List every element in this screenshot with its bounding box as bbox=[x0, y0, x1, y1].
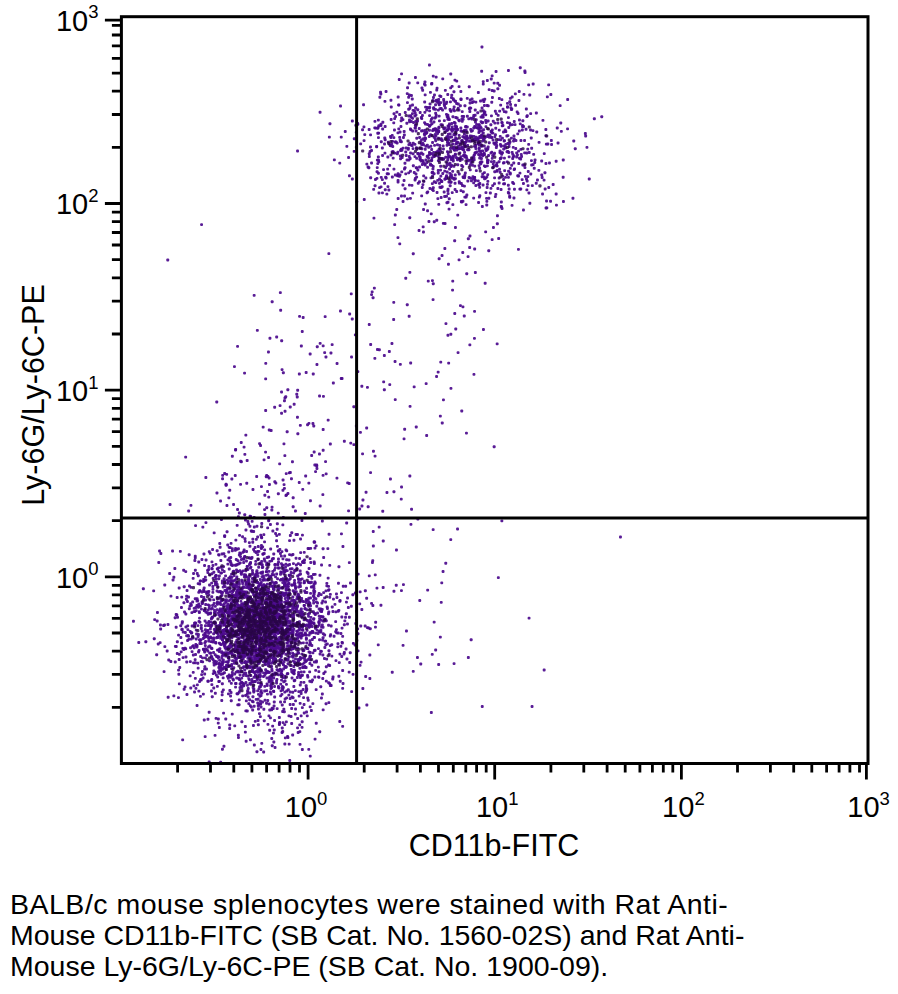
svg-text:102: 102 bbox=[662, 788, 705, 824]
svg-text:BALB/c mouse splenocytes were: BALB/c mouse splenocytes were stained wi… bbox=[10, 888, 728, 920]
svg-text:103: 103 bbox=[847, 788, 890, 824]
svg-text:102: 102 bbox=[56, 185, 99, 221]
svg-text:Ly-6G/Ly-6C-PE: Ly-6G/Ly-6C-PE bbox=[16, 284, 51, 505]
svg-text:Mouse CD11b-FITC (SB Cat. No.: Mouse CD11b-FITC (SB Cat. No. 1560-02S) … bbox=[10, 919, 744, 951]
svg-text:103: 103 bbox=[56, 1, 99, 37]
svg-text:101: 101 bbox=[476, 788, 519, 824]
svg-text:100: 100 bbox=[285, 788, 328, 824]
svg-text:100: 100 bbox=[56, 558, 99, 594]
svg-text:101: 101 bbox=[56, 372, 99, 408]
svg-text:Mouse Ly-6G/Ly-6C-PE (SB Cat.: Mouse Ly-6G/Ly-6C-PE (SB Cat. No. 1900-0… bbox=[10, 950, 608, 982]
svg-text:CD11b-FITC: CD11b-FITC bbox=[409, 828, 580, 862]
